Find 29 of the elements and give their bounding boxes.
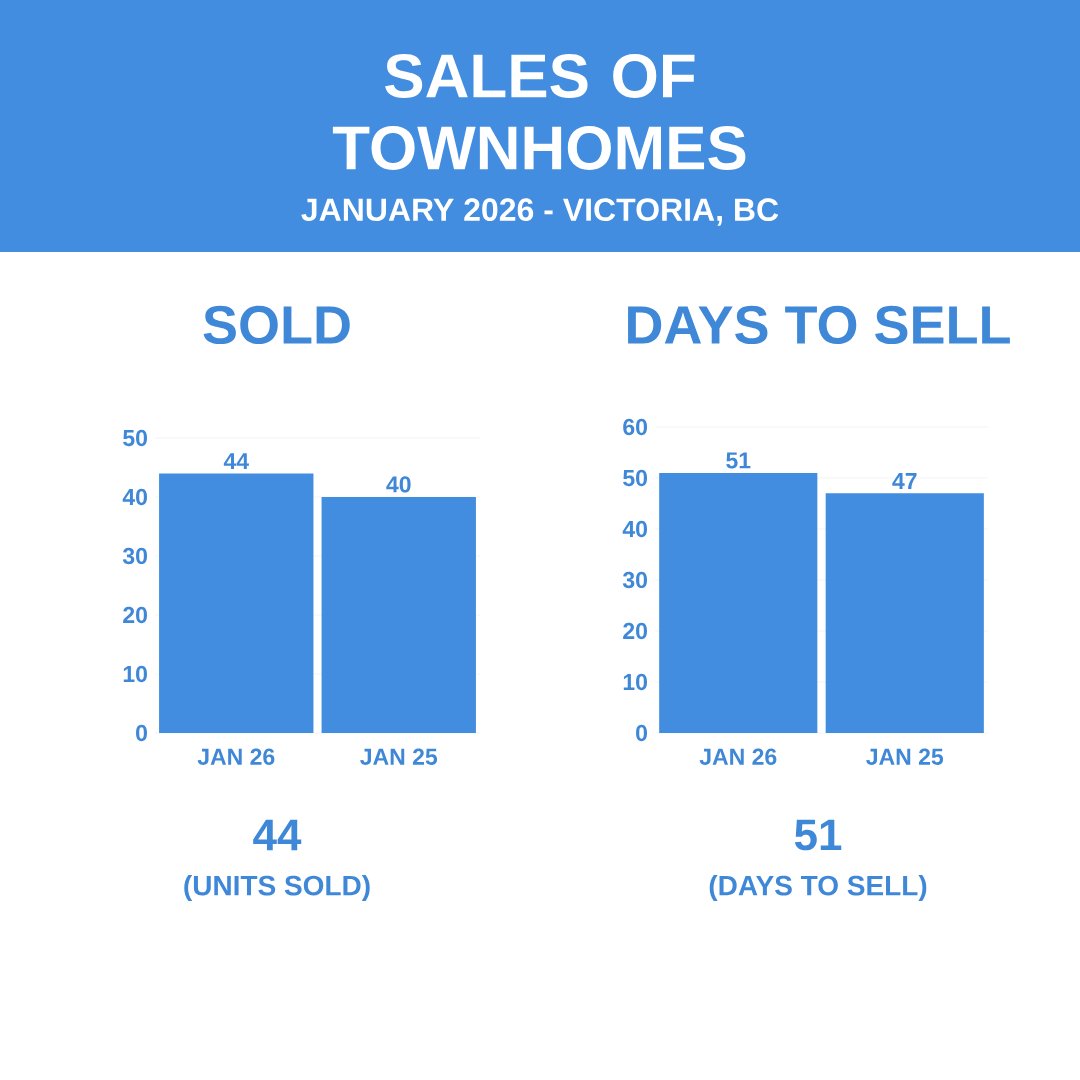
data-label: 40 — [386, 476, 411, 493]
text: 44 — [253, 819, 302, 851]
y-tick-label: 10 — [623, 673, 647, 691]
y-tick-label: 20 — [623, 622, 647, 640]
x-tick-label: JAN 26 — [699, 748, 777, 765]
text: JANUARY 2026 - VICTORIA, BC — [301, 198, 779, 226]
text: 51 — [794, 819, 842, 851]
data-label: 47 — [892, 473, 917, 489]
y-tick-label: 40 — [622, 520, 647, 538]
y-tick-label: 10 — [123, 665, 147, 683]
x-tick-label: JAN 25 — [360, 748, 438, 765]
y-tick-label: 60 — [623, 418, 647, 436]
y-tick-label: 50 — [123, 429, 147, 447]
x-tick-label: JAN 25 — [866, 748, 944, 765]
y-tick-label: 30 — [122, 547, 147, 565]
y-tick-label: 40 — [122, 488, 147, 506]
chart-title: SOLD — [203, 305, 350, 345]
data-label: 51 — [726, 452, 751, 469]
text: SALES OF TOWNHOMES — [332, 54, 746, 170]
text: (UNITS SOLD) — [184, 874, 370, 902]
y-tick-label: 50 — [623, 469, 647, 487]
y-tick-label: 0 — [136, 724, 147, 742]
chart-title: DAYS TO SELL — [628, 305, 1010, 345]
y-tick-label: 30 — [622, 571, 647, 589]
data-label: 44 — [223, 453, 249, 469]
y-tick-label: 20 — [123, 606, 147, 624]
x-tick-label: JAN 26 — [197, 748, 275, 765]
y-tick-label: 0 — [636, 724, 648, 742]
text: (DAYS TO SELL) — [709, 874, 927, 902]
